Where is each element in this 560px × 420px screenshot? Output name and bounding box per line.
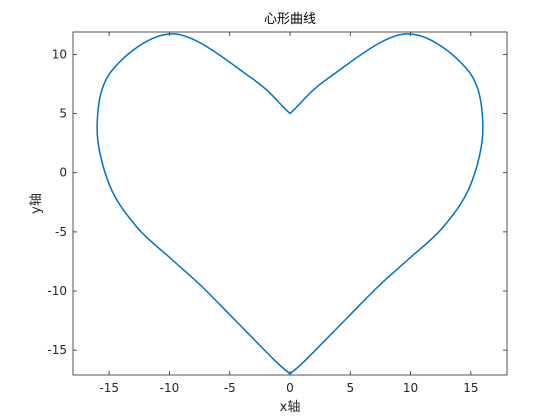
y-tick-label: 0 [59,166,67,180]
x-tick-label: -5 [224,381,236,395]
axes-box [72,31,508,376]
heart-curve-line [96,33,484,375]
x-tick-label: -10 [160,381,180,395]
y-tick-label: 5 [59,107,67,121]
axis-ticks: -15 -10 -5 0 5 10 15 -15 -10 -5 0 5 10 [47,32,507,395]
x-tick-label: 0 [286,381,294,395]
x-tick-label: -15 [99,381,119,395]
y-tick-label: -15 [47,343,67,357]
x-axis-label: x轴 [280,400,301,415]
chart-title: 心形曲线 [264,12,316,27]
plot-area [73,32,507,375]
x-tick-label: 10 [403,381,418,395]
y-tick-label: -10 [47,284,67,298]
series-layer [96,33,484,375]
y-tick-label: 10 [52,47,67,61]
y-tick-label: -5 [55,225,67,239]
x-tick-label: 5 [346,381,354,395]
y-axis-label: y轴 [29,193,44,214]
x-tick-label: 15 [463,381,478,395]
